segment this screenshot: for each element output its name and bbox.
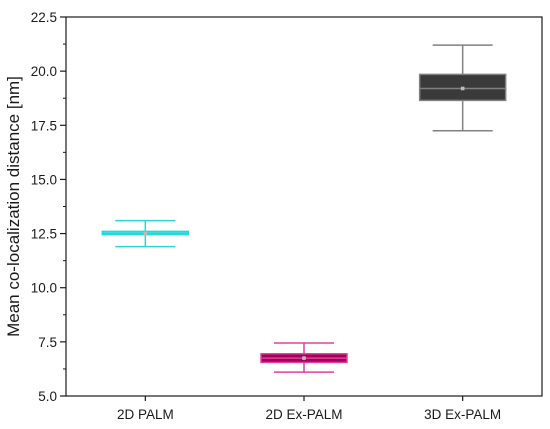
box-2d-palm: [101, 219, 190, 248]
y-tick-label: 22.5: [31, 10, 57, 25]
x-tick-label: 2D Ex-PALM: [265, 407, 342, 422]
y-tick-label: 12.5: [31, 227, 57, 242]
box-3d-ex-palm: [418, 44, 507, 132]
y-ticks: 5.0 7.5 10.0 12.5 15.0 17.5 20.0 22.5: [31, 10, 66, 404]
y-tick-label: 17.5: [31, 118, 57, 133]
boxes: [101, 44, 507, 373]
y-tick-label: 20.0: [31, 64, 57, 79]
y-tick-label: 7.5: [38, 335, 57, 350]
y-tick-label: 15.0: [31, 172, 57, 187]
mean-marker: [460, 86, 465, 91]
x-ticks: 2D PALM 2D Ex-PALM 3D Ex-PALM: [117, 396, 501, 422]
y-tick-label: 10.0: [31, 281, 57, 296]
y-axis-title: Mean co-localization distance [nm]: [4, 76, 23, 337]
mean-marker: [143, 231, 148, 236]
x-tick-label: 2D PALM: [117, 407, 174, 422]
x-tick-label: 3D Ex-PALM: [424, 407, 501, 422]
y-tick-label: 5.0: [38, 389, 57, 404]
mean-marker: [302, 356, 306, 360]
box-2d-ex-palm: [260, 342, 348, 373]
